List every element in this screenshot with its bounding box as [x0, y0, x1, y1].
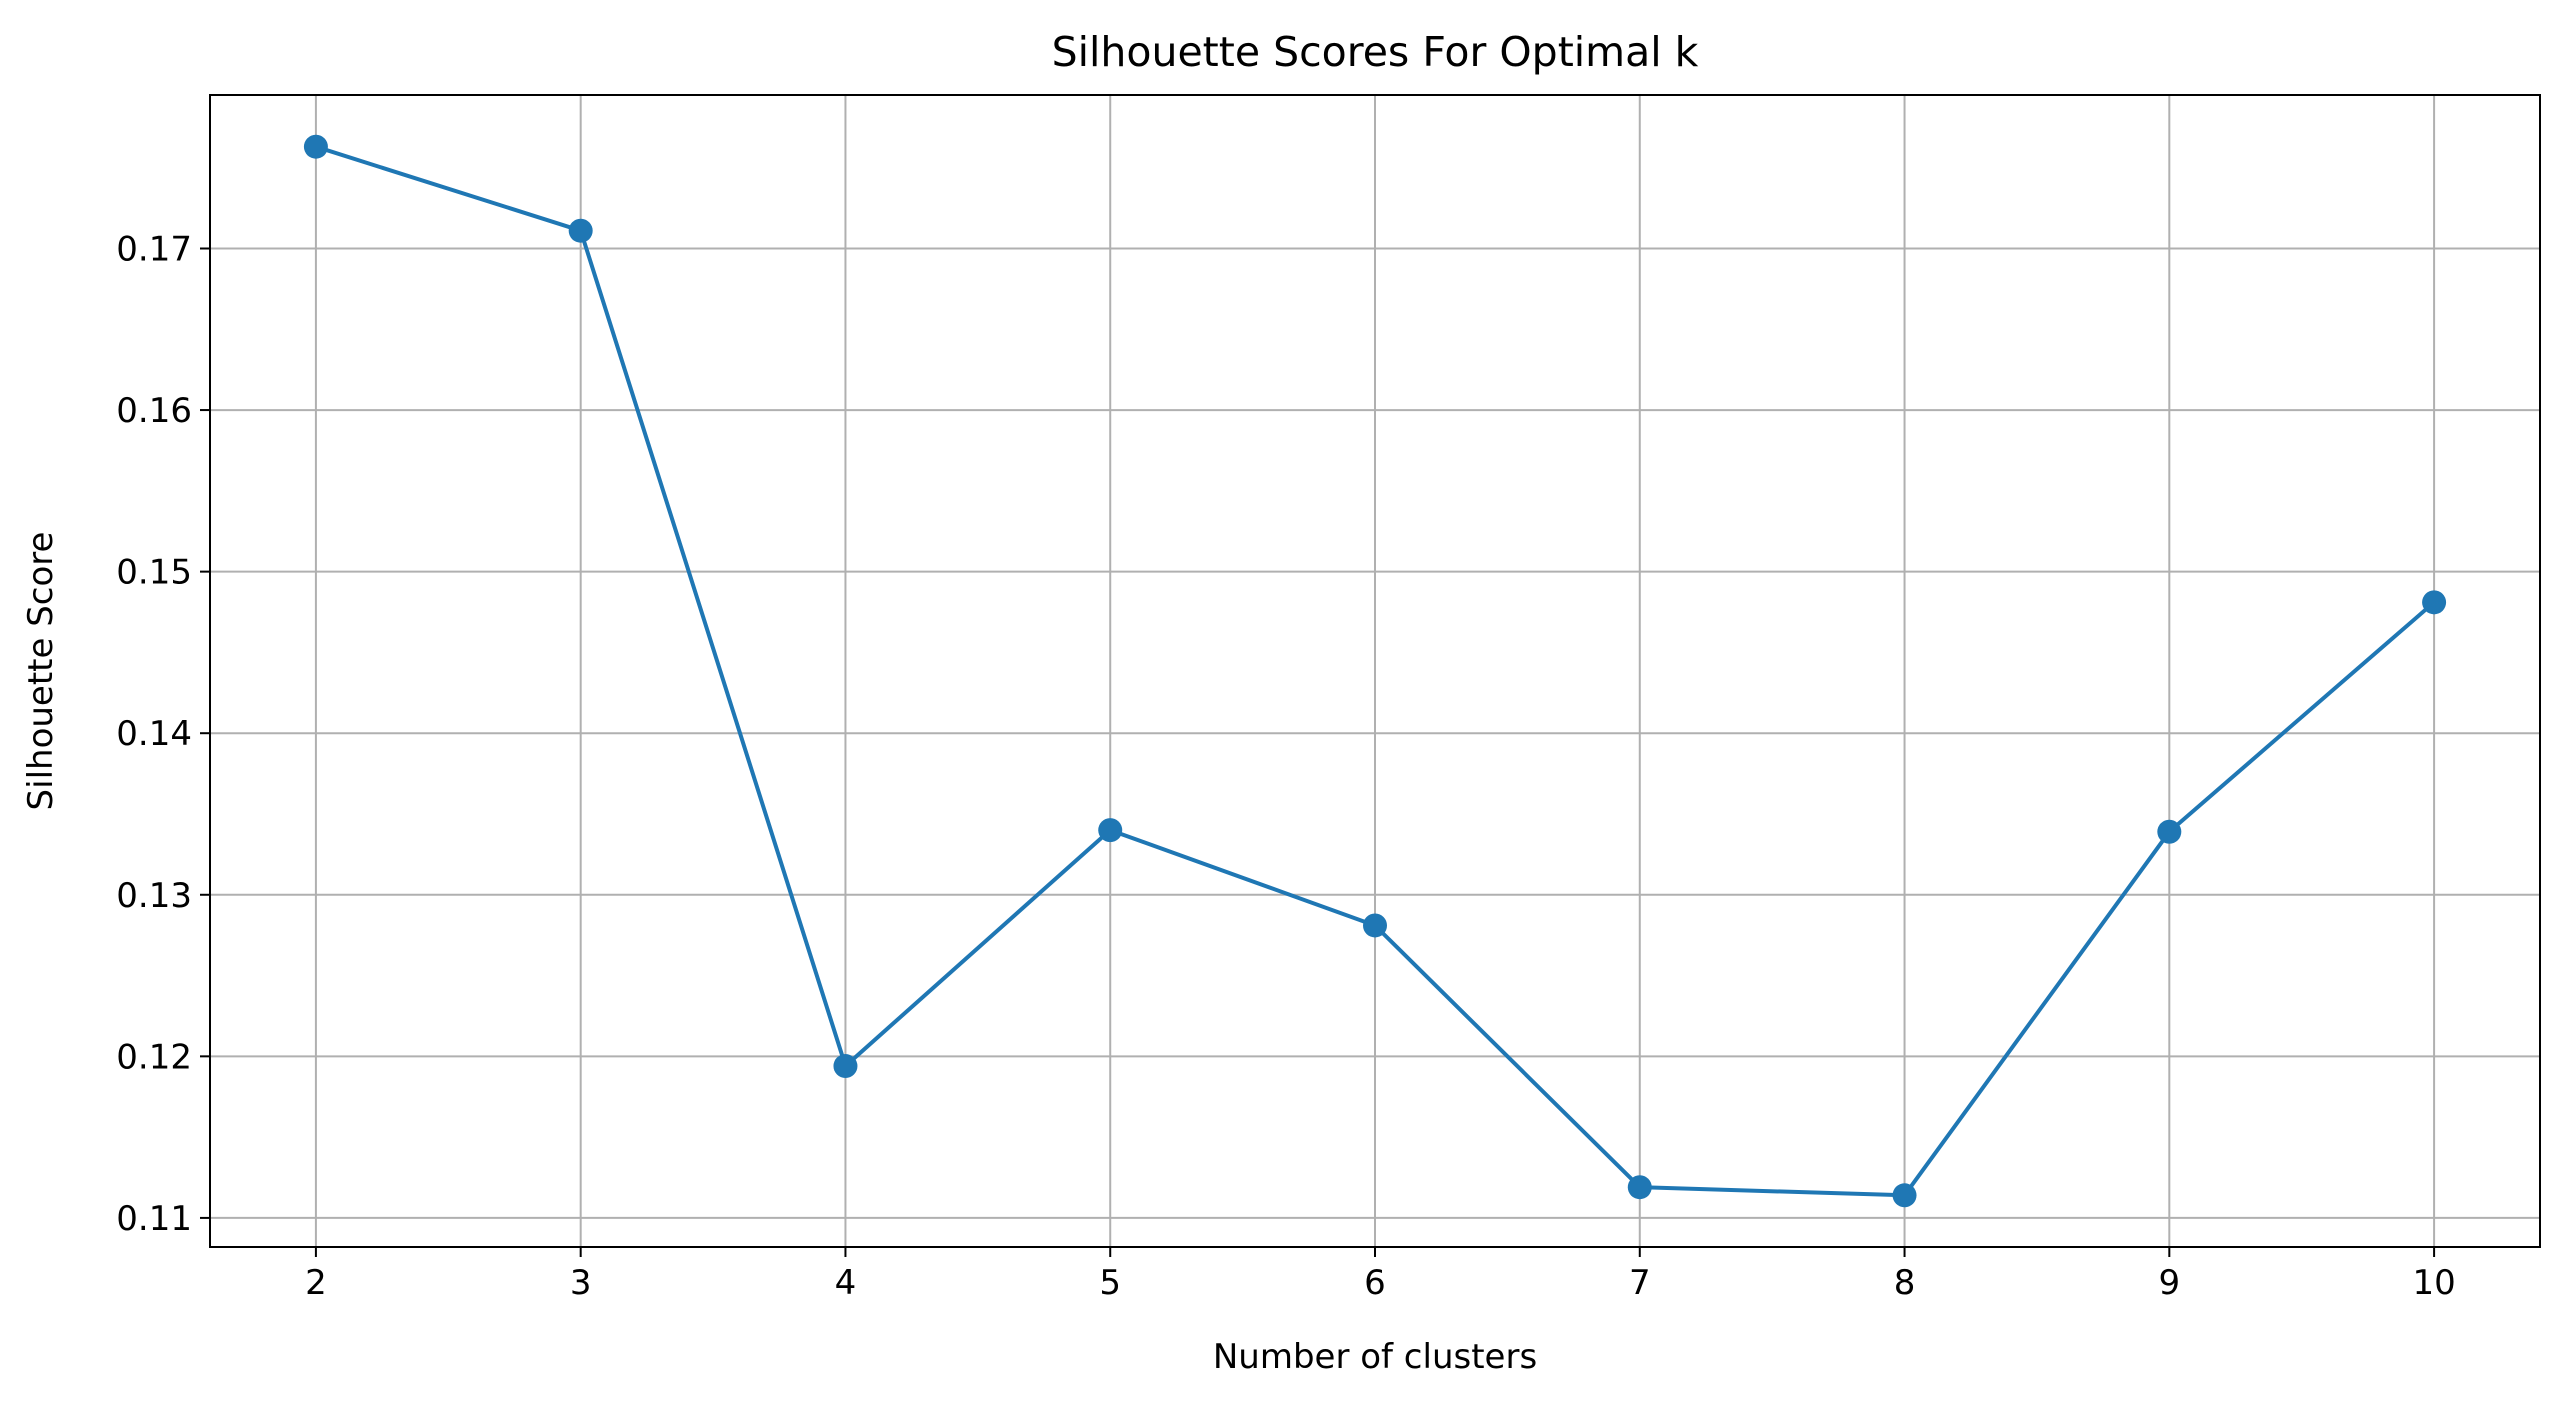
data-point-marker	[2422, 590, 2447, 615]
grid-layer	[210, 95, 2540, 1247]
y-axis-label: Silhouette Score	[21, 532, 61, 811]
data-point-marker	[1892, 1183, 1917, 1208]
x-tick-label: 6	[1364, 1263, 1386, 1303]
x-tick-label: 7	[1629, 1263, 1651, 1303]
y-tick-label: 0.16	[116, 391, 192, 431]
data-point-marker	[1627, 1175, 1652, 1200]
x-tick-label: 3	[570, 1263, 592, 1303]
x-tick-label: 9	[2158, 1263, 2180, 1303]
data-point-marker	[2157, 819, 2182, 844]
x-tick-label: 8	[1894, 1263, 1916, 1303]
marker-layer	[303, 134, 2447, 1208]
data-point-marker	[568, 218, 593, 243]
data-point-marker	[1363, 913, 1387, 938]
y-tick-label: 0.14	[116, 714, 192, 754]
data-point-marker	[303, 134, 328, 159]
y-tick-label: 0.17	[116, 229, 192, 269]
x-tick-label: 2	[305, 1263, 327, 1303]
chart-title: Silhouette Scores For Optimal k	[1052, 28, 1699, 76]
x-tick-label: 10	[2412, 1263, 2455, 1303]
x-axis-ticks: 2 3 4 5 6 7 8 9 10	[305, 1247, 2456, 1303]
y-tick-label: 0.11	[116, 1199, 192, 1239]
x-tick-label: 5	[1099, 1263, 1121, 1303]
y-tick-label: 0.13	[116, 876, 192, 916]
y-tick-label: 0.12	[116, 1037, 192, 1077]
y-tick-label: 0.15	[116, 553, 192, 593]
y-axis-ticks: 0.11 0.12 0.13 0.14 0.15 0.16 0.17	[116, 229, 210, 1239]
data-point-marker	[1098, 818, 1123, 843]
data-point-marker	[833, 1054, 858, 1079]
x-tick-label: 4	[835, 1263, 857, 1303]
x-axis-label: Number of clusters	[1213, 1337, 1537, 1377]
